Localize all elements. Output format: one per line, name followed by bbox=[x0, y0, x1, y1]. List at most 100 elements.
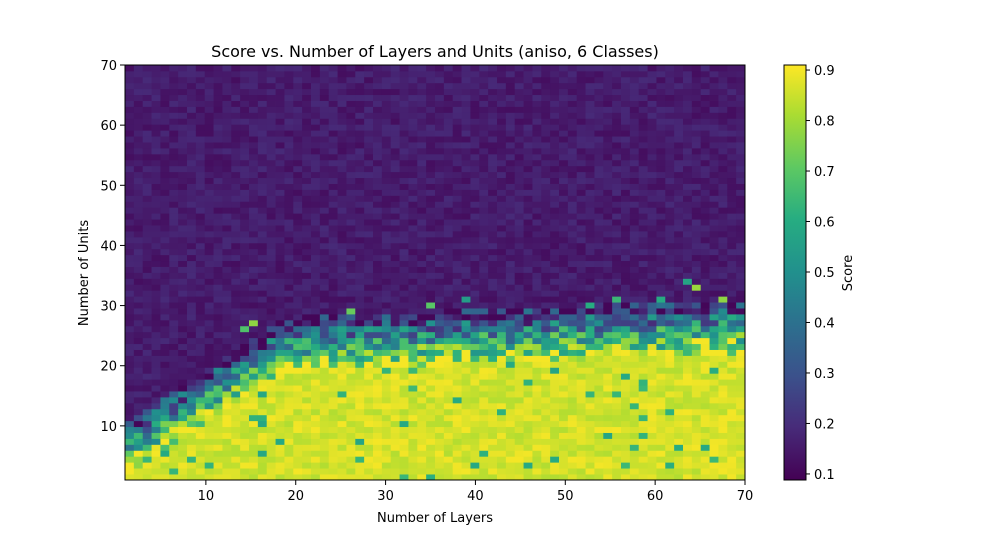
heatmap-cell bbox=[541, 236, 551, 244]
heatmap-cell bbox=[656, 165, 666, 173]
heatmap-cell bbox=[435, 65, 445, 72]
heatmap-cell bbox=[665, 438, 675, 445]
heatmap-cell bbox=[461, 343, 471, 350]
heatmap-cell bbox=[337, 420, 347, 428]
heatmap-cell bbox=[222, 94, 232, 101]
heatmap-cell bbox=[284, 266, 294, 273]
heatmap-cell bbox=[399, 260, 409, 267]
heatmap-cell bbox=[240, 82, 250, 90]
heatmap-cell bbox=[647, 379, 657, 386]
heatmap-cell bbox=[373, 124, 383, 131]
heatmap-cell bbox=[249, 124, 259, 131]
heatmap-cell bbox=[621, 82, 631, 90]
heatmap-cell bbox=[311, 219, 321, 226]
heatmap-cell bbox=[346, 337, 356, 345]
heatmap-cell bbox=[426, 195, 436, 202]
heatmap-cell bbox=[709, 189, 719, 196]
heatmap-cell bbox=[461, 177, 471, 184]
heatmap-cell bbox=[346, 444, 356, 451]
heatmap-cell bbox=[355, 468, 365, 475]
heatmap-cell bbox=[257, 225, 268, 232]
heatmap-cell bbox=[169, 88, 179, 96]
heatmap-cell bbox=[311, 231, 321, 238]
heatmap-cell bbox=[683, 325, 693, 333]
heatmap-cell bbox=[195, 379, 206, 386]
heatmap-cell bbox=[523, 231, 533, 238]
heatmap-cell bbox=[337, 142, 347, 149]
heatmap-cell bbox=[541, 225, 551, 232]
heatmap-cell bbox=[213, 153, 223, 161]
heatmap-cell bbox=[656, 444, 666, 451]
heatmap-cell bbox=[683, 118, 693, 125]
heatmap-cell bbox=[470, 177, 480, 184]
heatmap-cell bbox=[656, 94, 666, 101]
heatmap-cell bbox=[709, 402, 719, 410]
heatmap-cell bbox=[222, 284, 232, 291]
heatmap-cell bbox=[443, 100, 454, 107]
heatmap-cell bbox=[399, 438, 409, 445]
heatmap-cell bbox=[576, 361, 586, 368]
heatmap-cells bbox=[125, 65, 746, 481]
heatmap-cell bbox=[160, 278, 170, 285]
heatmap-cell bbox=[727, 319, 737, 327]
heatmap-cell bbox=[532, 177, 542, 184]
heatmap-cell bbox=[178, 266, 188, 273]
heatmap-cell bbox=[603, 195, 613, 202]
heatmap-cell bbox=[461, 349, 471, 356]
heatmap-cell bbox=[691, 325, 702, 333]
heatmap-cell bbox=[532, 159, 542, 167]
heatmap-cell bbox=[683, 438, 693, 445]
heatmap-cell bbox=[532, 302, 542, 309]
heatmap-cell bbox=[373, 367, 383, 374]
heatmap-cell bbox=[257, 474, 268, 481]
heatmap-cell bbox=[718, 231, 728, 238]
heatmap-cell bbox=[621, 397, 631, 404]
heatmap-cell bbox=[195, 296, 206, 303]
heatmap-cell bbox=[532, 183, 542, 190]
heatmap-cell bbox=[603, 402, 613, 410]
heatmap-cell bbox=[621, 408, 631, 416]
heatmap-cell bbox=[683, 367, 693, 374]
heatmap-cell bbox=[532, 148, 542, 155]
heatmap-cell bbox=[691, 236, 702, 244]
heatmap-cell bbox=[505, 373, 516, 380]
heatmap-cell bbox=[231, 70, 241, 78]
heatmap-cell bbox=[647, 414, 657, 422]
heatmap-cell bbox=[550, 88, 560, 96]
heatmap-cell bbox=[674, 331, 684, 339]
heatmap-cell bbox=[541, 420, 551, 428]
heatmap-cell bbox=[266, 236, 276, 244]
heatmap-cell bbox=[222, 236, 232, 244]
heatmap-cell bbox=[647, 408, 657, 416]
heatmap-cell bbox=[514, 331, 524, 339]
heatmap-cell bbox=[629, 213, 640, 220]
heatmap-cell bbox=[337, 136, 347, 143]
heatmap-cell bbox=[435, 248, 445, 256]
heatmap-cell bbox=[133, 373, 144, 380]
heatmap-cell bbox=[621, 302, 631, 309]
heatmap-cell bbox=[426, 456, 436, 463]
heatmap-cell bbox=[612, 82, 622, 90]
heatmap-cell bbox=[390, 177, 400, 184]
heatmap-cell bbox=[240, 468, 250, 475]
heatmap-cell bbox=[567, 219, 578, 226]
heatmap-cell bbox=[541, 88, 551, 96]
heatmap-cell bbox=[284, 296, 294, 303]
heatmap-cell bbox=[452, 343, 462, 350]
heatmap-cell bbox=[169, 408, 179, 416]
heatmap-cell bbox=[160, 118, 170, 125]
heatmap-cell bbox=[612, 331, 622, 339]
heatmap-cell bbox=[399, 408, 409, 416]
heatmap-cell bbox=[505, 153, 516, 161]
heatmap-cell bbox=[125, 236, 135, 244]
heatmap-cell bbox=[240, 248, 250, 256]
heatmap-cell bbox=[266, 148, 276, 155]
heatmap-cell bbox=[240, 414, 250, 422]
heatmap-cell bbox=[629, 331, 640, 339]
heatmap-cell bbox=[585, 468, 595, 475]
heatmap-cell bbox=[736, 408, 746, 416]
heatmap-cell bbox=[169, 367, 179, 374]
heatmap-cell bbox=[399, 314, 409, 321]
heatmap-cell bbox=[426, 438, 436, 445]
heatmap-cell bbox=[461, 225, 471, 232]
